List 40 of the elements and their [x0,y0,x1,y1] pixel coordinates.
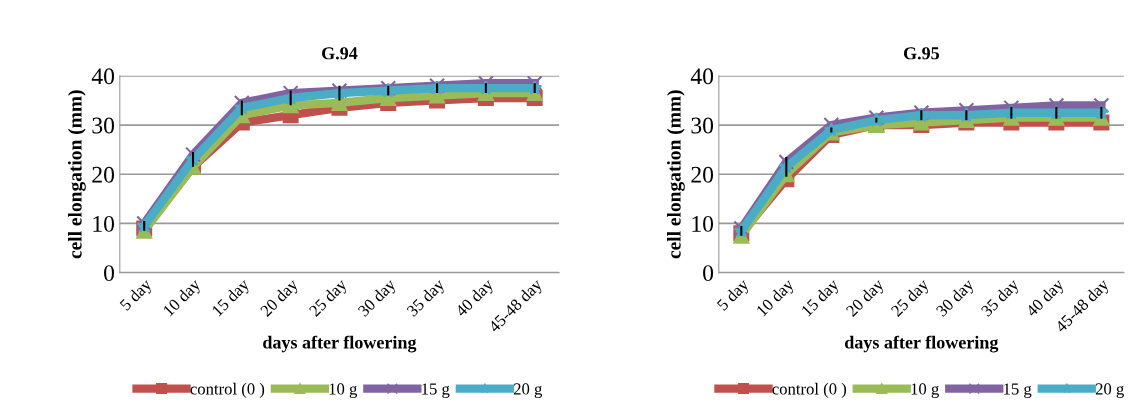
x-axis-title: days after flowering [845,335,999,353]
y-tick-label: 10 [692,215,714,232]
y-axis-title: cell elongation (mm) [667,90,685,259]
x-tick-label: 25 day [308,277,351,320]
x-tick-label: 25 day [890,277,933,320]
legend-label: 10 g [911,383,939,398]
x-tick-label: 20 day [259,277,302,320]
legend-label: 15 g [422,383,450,398]
legend-label: 20 g [1095,383,1124,398]
x-tick-label: 5 day [119,277,155,314]
y-tick-label: 0 [703,265,714,282]
x-tick-label: 15 day [800,277,843,319]
x-tick-label: 35 day [405,277,448,320]
y-tick-label: 40 [690,68,714,85]
point [1093,97,1110,114]
x-tick-label: 20 day [845,277,888,320]
legend-label: 15 g [1004,383,1032,398]
y-tick-label: 30 [92,117,115,134]
x-tick-label: 10 day [162,277,204,319]
y-tick-label: 30 [691,117,714,134]
legend-label: control (0 ) [190,382,265,398]
legend-label: 10 g [329,383,358,398]
x-tick-label: 35 day [980,277,1023,320]
legend-label: 20 g [513,383,543,398]
y-tick-label: 0 [104,265,115,282]
chart-title: G.95 [903,47,939,60]
y-tick-label: 40 [91,68,115,85]
y-tick-label: 20 [92,166,115,183]
chart-title: G.94 [322,47,358,60]
y-tick-label: 20 [691,166,714,183]
x-axis-title: days after flowering [263,335,417,353]
legend-label: control (0 ) [772,382,847,398]
y-axis-title: cell elongation (mm) [67,90,86,259]
x-tick-label: 5 day [716,277,753,314]
x-tick-label: 30 day [935,277,978,320]
x-tick-label: 30 day [357,277,399,320]
x-tick-label: 15 day [211,277,253,319]
point [778,153,795,170]
y-tick-label: 10 [93,215,115,232]
x-tick-label: 10 day [755,277,798,319]
